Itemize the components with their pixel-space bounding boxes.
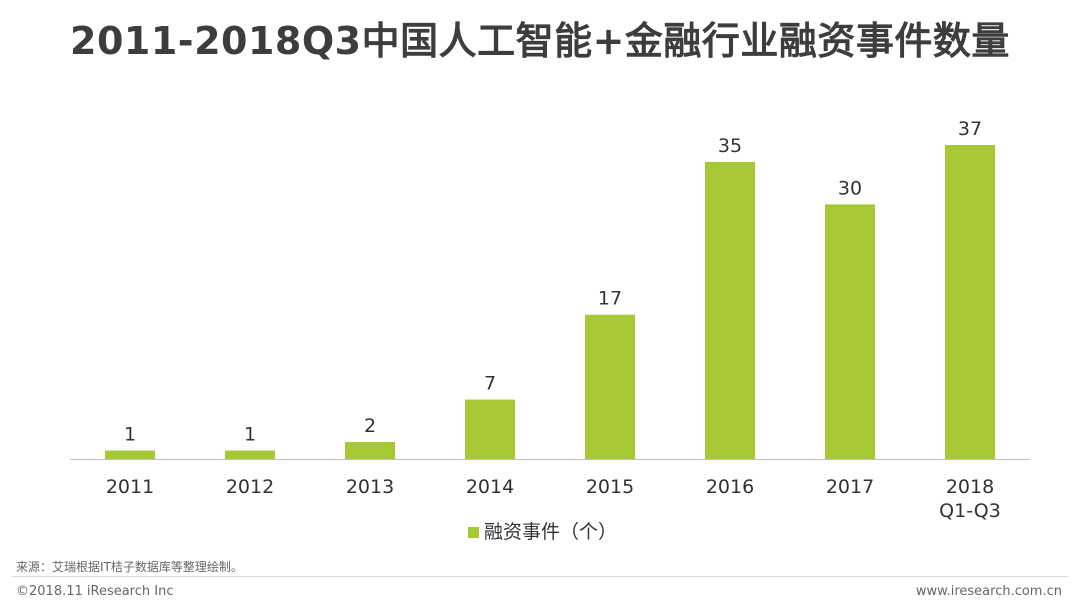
x-tick-label: 2015 — [586, 476, 634, 498]
bar — [585, 314, 635, 459]
bar — [345, 442, 395, 459]
bar — [825, 204, 875, 459]
data-label: 1 — [244, 424, 256, 446]
data-label: 37 — [958, 118, 982, 140]
source-note: 来源：艾瑞根据IT桔子数据库等整理绘制。 — [16, 560, 243, 574]
data-label: 35 — [718, 135, 742, 157]
copyright-text: ©2018.11 iResearch Inc — [16, 584, 174, 599]
data-label: 2 — [364, 415, 376, 437]
data-label: 17 — [598, 288, 622, 310]
bar — [225, 450, 275, 459]
website-text: www.iresearch.com.cn — [915, 584, 1062, 599]
bar — [945, 145, 995, 459]
x-tick-label: 2016 — [706, 476, 754, 498]
bar — [705, 161, 755, 460]
data-label: 1 — [124, 424, 136, 446]
x-tick-label: 2011 — [106, 476, 154, 498]
data-label: 7 — [484, 373, 496, 395]
legend-label: 融资事件（个） — [484, 521, 617, 543]
data-label: 30 — [838, 177, 862, 199]
legend-swatch — [468, 527, 479, 538]
footer-divider — [12, 576, 1068, 577]
bar — [105, 450, 155, 459]
x-tick-label: 2014 — [466, 476, 514, 498]
chart-title: 2011-2018Q3中国人工智能+金融行业融资事件数量 — [70, 19, 1010, 63]
x-tick-label: Q1-Q3 — [939, 500, 1001, 522]
bar — [465, 399, 515, 459]
bar-chart: 1 2011 1 2012 2 2013 7 2014 17 2015 35 2016 30 2017 37… — [70, 118, 1030, 543]
x-tick-label: 2017 — [826, 476, 874, 498]
x-tick-label: 2013 — [346, 476, 394, 498]
x-tick-label: 2018 — [946, 476, 994, 498]
x-tick-label: 2012 — [226, 476, 274, 498]
